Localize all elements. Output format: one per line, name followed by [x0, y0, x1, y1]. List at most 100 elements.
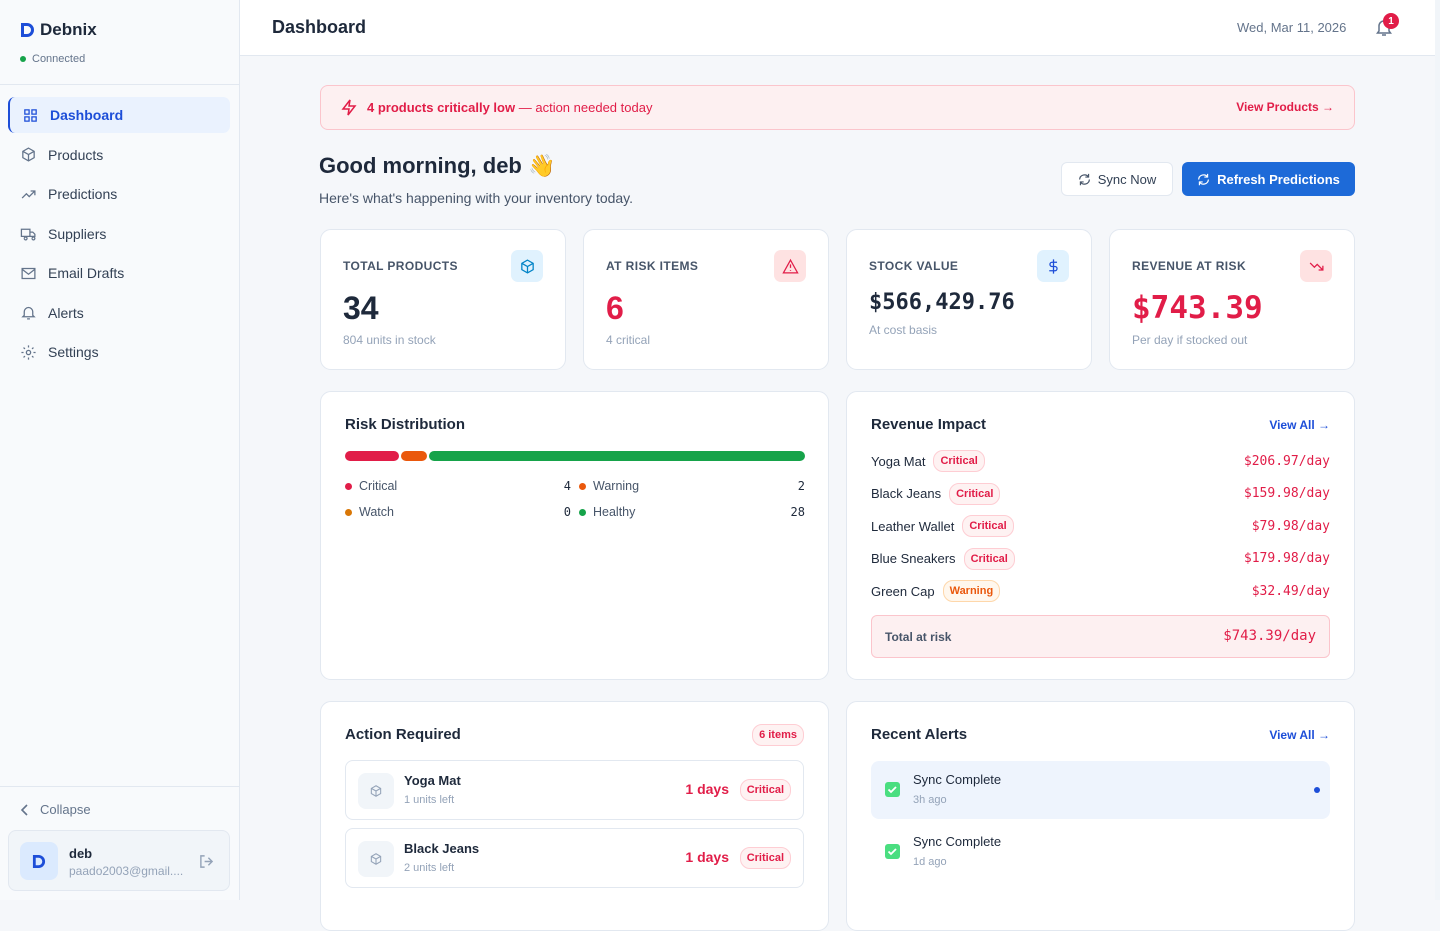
legend-item: Healthy 28 — [579, 505, 805, 519]
nav-item[interactable]: Dashboard — [8, 97, 230, 133]
icon — [24, 108, 37, 122]
nav-item[interactable]: Alerts — [8, 295, 230, 331]
legend-dot — [345, 508, 352, 516]
product-note: 2 units left — [404, 862, 455, 874]
logout-button[interactable] — [199, 854, 214, 869]
stat-note: 4 critical — [606, 333, 651, 347]
stat-note: At cost basis — [869, 323, 938, 337]
view-all-link[interactable]: View All → — [1269, 728, 1330, 742]
brand-name: Debnix — [40, 20, 97, 39]
nav-label: Settings — [48, 344, 99, 360]
notification-badge: 1 — [1383, 13, 1399, 29]
product-name: Black Jeans — [871, 486, 942, 501]
refresh-button[interactable]: Refresh Predictions — [1182, 162, 1355, 196]
items-badge: 6 items — [752, 724, 804, 746]
stat-label: TOTAL PRODUCTS — [343, 259, 458, 273]
stat-value: $566,429.76 — [869, 290, 1015, 315]
stat-note: Per day if stocked out — [1132, 333, 1248, 347]
banner-detail: — action needed today — [518, 100, 653, 115]
icon — [21, 189, 36, 198]
status-pill: Critical — [963, 547, 1015, 570]
legend-name: Watch — [359, 505, 394, 519]
header: Dashboard Wed, Mar 11, 2026 1 — [240, 0, 1435, 56]
page-title: Dashboard — [272, 17, 367, 37]
product-name: Green Cap — [871, 583, 935, 599]
sync-button[interactable]: Sync Now — [1061, 162, 1173, 196]
view-all-link[interactable]: View All → — [1269, 418, 1330, 432]
banner-strong: 4 products critically low — [367, 100, 516, 115]
nav-item[interactable]: Email Drafts — [8, 255, 230, 291]
status-pill: Critical — [933, 450, 985, 472]
legend-dot — [579, 482, 586, 490]
alert-title: Sync Complete — [913, 834, 1002, 849]
stat-label: AT RISK ITEMS — [606, 259, 699, 273]
alert-title: Sync Complete — [913, 772, 1002, 787]
stat-card: REVENUE AT RISK $743.39 Per day if stocked… — [1109, 229, 1355, 370]
status-text: Connected — [32, 53, 86, 65]
action-item: Black Jeans 2 units left 1 days Critical — [345, 828, 804, 888]
date: Wed, Mar 11, 2026 — [1237, 20, 1347, 35]
nav-item[interactable]: Settings — [8, 334, 230, 370]
nav-item[interactable]: Predictions — [8, 176, 230, 212]
stat-label: REVENUE AT RISK — [1132, 259, 1247, 273]
legend-item: Warning 2 — [579, 479, 805, 493]
action-item: Yoga Mat 1 units left 1 days Critical — [345, 760, 804, 820]
status-pill: Warning — [942, 580, 1001, 602]
check-icon — [885, 782, 900, 797]
legend-value: 4 — [563, 479, 571, 493]
view-products-link[interactable]: View Products → — [1236, 100, 1334, 114]
connection-status: Connected — [20, 53, 85, 65]
user-card: deb paado2003@gmail.... — [8, 830, 230, 891]
brand: Debnix — [20, 20, 97, 40]
legend-name: Healthy — [593, 505, 636, 519]
sidebar: Debnix Connected Dashboard Products Predic… — [0, 0, 240, 900]
legend-name: Warning — [593, 479, 640, 493]
stat-value: $743.39 — [1132, 290, 1263, 326]
banner-text: 4 products critically low — action neede… — [367, 100, 652, 115]
days-left: 1 days — [685, 781, 729, 797]
collapse-button[interactable]: Collapse — [20, 802, 91, 817]
legend-dot — [345, 482, 352, 490]
revenue-row: Blue Sneakers Critical $179.98/day — [871, 546, 1330, 572]
alert-time: 3h ago — [913, 794, 947, 806]
greeting: Good morning, deb 👋 — [319, 153, 556, 178]
product-icon — [358, 773, 394, 809]
product-name: Yoga Mat — [871, 453, 926, 469]
divider — [0, 84, 239, 85]
revenue-amount: $206.97/day — [1243, 453, 1330, 469]
alert-time: 1d ago — [913, 856, 947, 868]
legend-value: 0 — [563, 505, 571, 519]
status-pill: Critical — [949, 482, 1001, 505]
icon — [22, 147, 35, 162]
alert-item: Sync Complete 1d ago — [871, 823, 1330, 881]
revenue-card: Revenue Impact View All → Total at risk … — [846, 391, 1355, 680]
product-note: 1 units left — [404, 794, 455, 806]
stat-icon — [511, 250, 543, 282]
refresh-label: Refresh Predictions — [1217, 171, 1340, 187]
nav-item[interactable]: Suppliers — [8, 216, 230, 252]
revenue-amount: $79.98/day — [1251, 518, 1330, 534]
status-pill: Critical — [739, 779, 791, 801]
nav-label: Alerts — [48, 304, 84, 321]
nav-item[interactable]: Products — [8, 137, 230, 173]
nav-label: Email Drafts — [48, 265, 125, 281]
revenue-row: Leather Wallet Critical $79.98/day — [871, 513, 1330, 539]
icon — [1048, 258, 1058, 274]
collapse-label: Collapse — [40, 802, 91, 817]
stat-label: STOCK VALUE — [869, 259, 959, 273]
avatar — [20, 842, 58, 880]
stat-card: STOCK VALUE $566,429.76 At cost basis — [846, 229, 1092, 370]
product-name: Leather Wallet — [871, 518, 955, 534]
user-name: deb — [69, 846, 93, 861]
icon — [1309, 262, 1324, 271]
risk-segment — [400, 451, 428, 461]
nav-label: Dashboard — [50, 107, 124, 123]
revenue-amount: $179.98/day — [1243, 551, 1330, 566]
unread-dot — [1314, 787, 1320, 793]
stat-card: AT RISK ITEMS 6 4 critical — [583, 229, 829, 370]
status-pill: Critical — [739, 847, 791, 869]
product-name: Black Jeans — [404, 841, 480, 856]
icon — [520, 258, 534, 274]
